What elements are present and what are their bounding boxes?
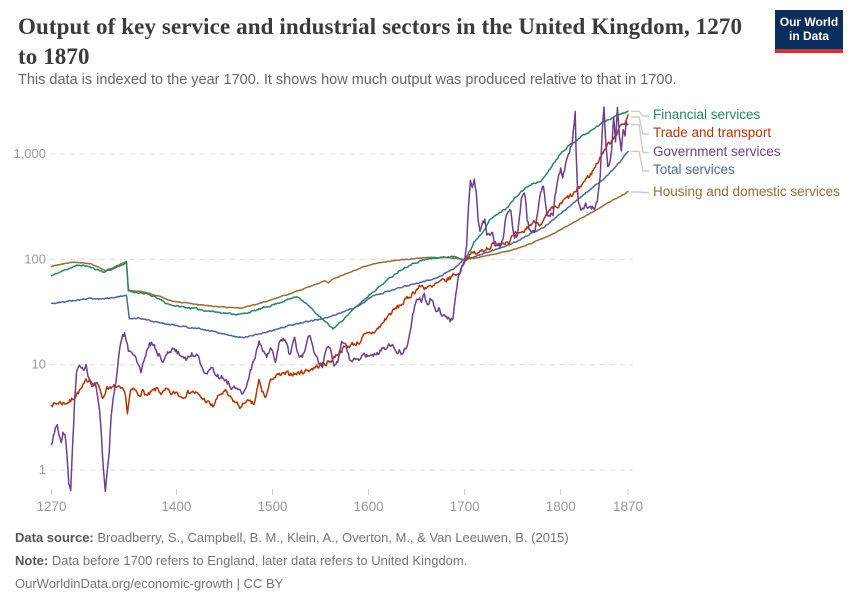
- legend-item-financial-services[interactable]: Financial services: [653, 107, 761, 122]
- y-axis-tick-label: 10: [32, 357, 46, 372]
- owid-logo-line2: in Data: [788, 28, 829, 43]
- series-line-government-services[interactable]: [50, 106, 629, 493]
- owid-logo-box: Our World in Data: [775, 10, 843, 49]
- chart-subtitle: This data is indexed to the year 1700. I…: [18, 72, 677, 88]
- page-title: Output of key service and industrial sec…: [18, 14, 743, 69]
- y-axis-tick-label: 1: [39, 462, 46, 477]
- legend-item-trade-and-transport[interactable]: Trade and transport: [653, 125, 772, 140]
- x-axis-tick-label: 1870: [613, 499, 643, 514]
- legend-item-government-services[interactable]: Government services: [653, 143, 781, 159]
- series-line-financial-services[interactable]: [50, 110, 629, 330]
- x-axis-tick-label: 1600: [354, 499, 384, 514]
- owid-logo-line1: Our World: [779, 14, 839, 29]
- legend-item-total-services[interactable]: Total services: [653, 162, 735, 177]
- y-axis-tick-label: 1,000: [13, 146, 46, 161]
- owid-logo[interactable]: Our World in Data: [775, 10, 843, 53]
- legend-item-housing-and-domestic-services[interactable]: Housing and domestic services: [653, 183, 840, 199]
- license-link-line[interactable]: OurWorldinData.org/economic-growth | CC …: [15, 575, 284, 591]
- chart-footer: Data source: Broadberry, S., Campbell, B…: [15, 528, 835, 596]
- x-axis-tick-label: 1400: [161, 499, 191, 514]
- x-axis-tick-label: 1700: [450, 499, 480, 514]
- x-axis-tick-label: 1270: [36, 499, 66, 514]
- series-line-housing-and-domestic-services[interactable]: [50, 190, 629, 309]
- x-axis-tick-label: 1500: [257, 499, 287, 514]
- note-line: Note: Data before 1700 refers to England…: [15, 552, 468, 568]
- series-line-trade-and-transport[interactable]: [50, 114, 629, 415]
- data-source-line: Data source: Broadberry, S., Campbell, B…: [15, 530, 569, 545]
- y-axis-tick-label: 100: [24, 251, 46, 266]
- x-axis-tick-label: 1800: [546, 499, 576, 514]
- owid-logo-stripe: [775, 49, 843, 53]
- series-line-total-services[interactable]: [50, 150, 629, 339]
